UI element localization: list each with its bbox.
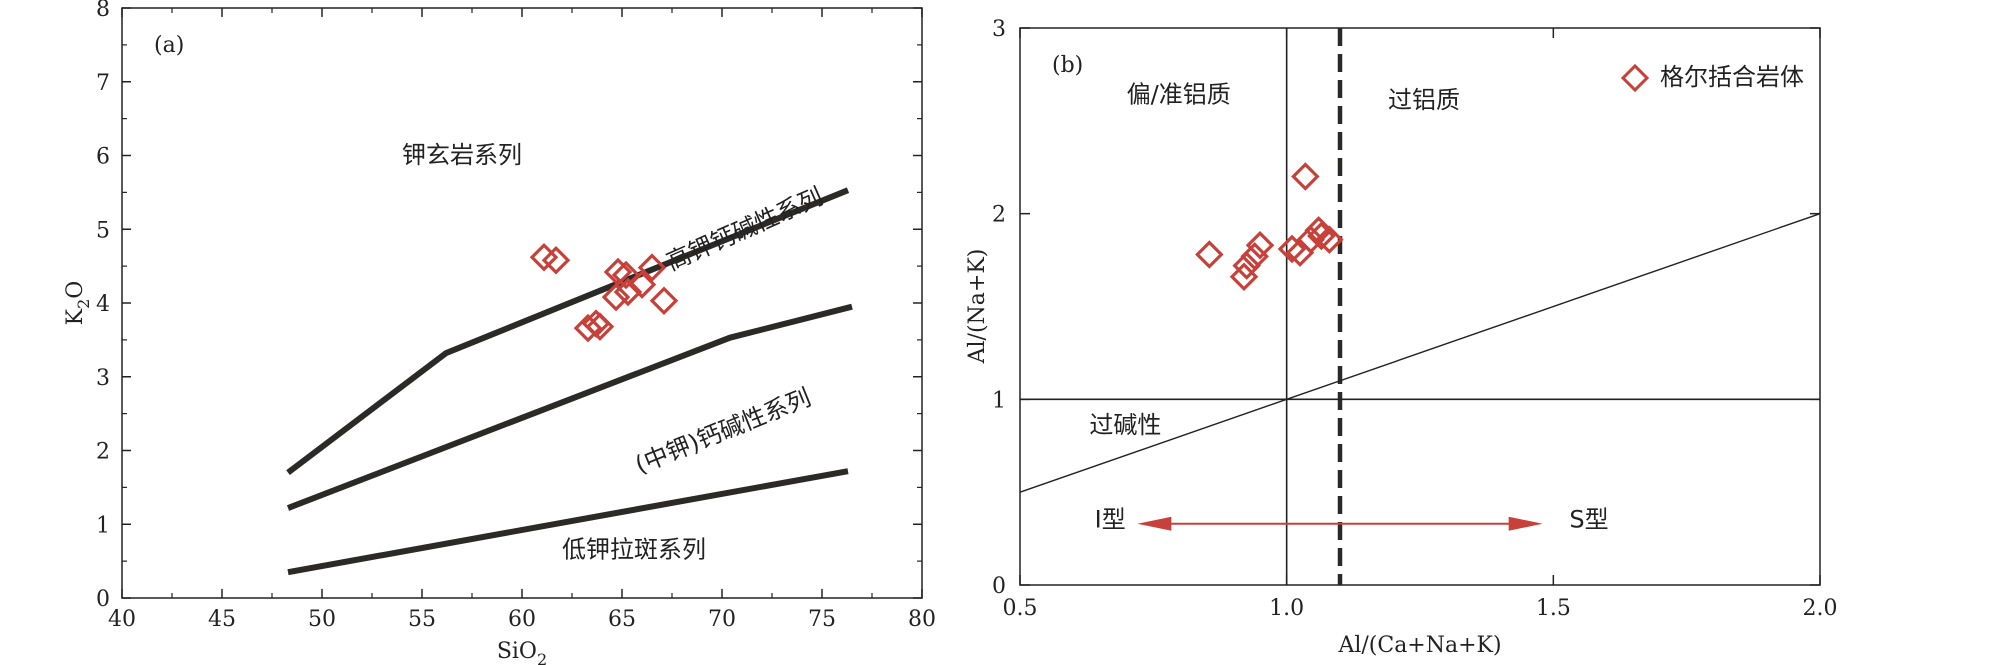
data-point-diamond	[1195, 240, 1224, 269]
data-point-diamond	[1296, 225, 1325, 254]
legend-label: 格尔括合岩体	[1660, 63, 1804, 91]
y-title-tail: O	[63, 281, 88, 299]
data-point-diamond	[529, 243, 559, 272]
panel-b-frame	[1019, 27, 1821, 586]
data-point-diamond	[637, 253, 667, 282]
y-tick-label: 1	[96, 513, 110, 538]
y-title-subscript: 2	[74, 299, 93, 309]
panel-a-boundary-lines	[286, 187, 853, 576]
data-point-diamond	[1232, 251, 1261, 280]
y-tick-label: 3	[992, 17, 1006, 42]
panel-a-data-points	[529, 243, 679, 343]
diagonal-line	[1019, 213, 1821, 493]
data-point-diamond	[627, 270, 657, 299]
data-point-diamond	[1315, 225, 1344, 254]
x-tick-label: 50	[308, 607, 336, 632]
y-tick-label: 8	[96, 0, 110, 22]
legend: 格尔括合岩体	[1620, 63, 1804, 93]
arrow-head-right	[1508, 516, 1543, 531]
data-point-diamond	[649, 286, 679, 316]
data-point-diamond	[1307, 221, 1336, 251]
x-tick-label: 45	[208, 607, 236, 632]
arrow-head-left	[1137, 516, 1172, 531]
panel-b-y-axis-title: Al/(Na+K)	[965, 249, 990, 365]
y-tick-label: 7	[96, 71, 110, 96]
y-tick-label: 0	[992, 574, 1006, 599]
x-title-subscript: 2	[537, 650, 547, 665]
data-point-diamond	[601, 282, 631, 312]
x-tick-label: 55	[408, 607, 436, 632]
data-point-diamond	[611, 260, 641, 290]
x-tick-label: 40	[108, 607, 136, 632]
legend-marker-diamond	[1620, 63, 1650, 93]
x-tick-label: 60	[508, 607, 536, 632]
panel-b-x-axis-title: Al/(Ca+Na+K)	[1337, 633, 1501, 658]
boundary-line-middle	[286, 303, 853, 511]
x-tick-label: 1.5	[1536, 596, 1571, 621]
x-tick-label: 70	[708, 607, 736, 632]
y-tick-label: 4	[96, 292, 110, 317]
y-tick-label: 2	[992, 203, 1006, 228]
y-tick-label: 1	[992, 388, 1006, 413]
panel-a-y-axis-title: K2O	[63, 281, 93, 326]
boundary-line-lower	[287, 468, 849, 576]
field-label: 钾玄岩系列	[402, 141, 522, 169]
y-tick-label: 6	[96, 145, 110, 170]
x-tick-label: 1.0	[1269, 596, 1304, 621]
panel-b-i-s-arrow	[1137, 516, 1543, 531]
field-label: 高钾钙碱性系列	[662, 182, 827, 276]
x-tick-label: 80	[908, 607, 936, 632]
data-point-diamond	[585, 312, 615, 341]
y-tick-label: 2	[96, 440, 110, 465]
y-title-main: K	[63, 308, 88, 325]
data-point-diamond	[603, 257, 633, 287]
data-point-diamond	[1291, 162, 1320, 191]
data-point-diamond	[573, 313, 603, 343]
boundary-line-upper	[286, 187, 850, 476]
data-point-diamond	[541, 245, 571, 275]
panel-a-frame	[121, 7, 923, 599]
field-label: 偏/准铝质	[1127, 80, 1231, 108]
y-tick-label: 0	[96, 587, 110, 612]
field-label: 过碱性	[1089, 411, 1161, 439]
x-tick-label: 65	[608, 607, 636, 632]
field-label: 低钾拉斑系列	[562, 535, 706, 563]
field-label: 过铝质	[1388, 86, 1460, 114]
field-label: S型	[1569, 505, 1608, 533]
panel-b-label: (b)	[1052, 53, 1083, 78]
panel-a-label: (a)	[154, 33, 184, 58]
data-point-diamond	[1245, 230, 1275, 260]
panel-b-data-points	[1195, 162, 1344, 292]
y-tick-label: 3	[96, 366, 110, 391]
panel-b-reference-lines	[1019, 28, 1821, 585]
data-point-diamond	[1277, 234, 1307, 264]
data-point-diamond	[613, 277, 643, 307]
field-label: I型	[1095, 505, 1126, 533]
x-tick-label: 0.5	[1003, 596, 1038, 621]
panel-a-x-axis-title: SiO2	[497, 639, 547, 665]
field-label: (中钾)钙碱性系列	[631, 383, 815, 479]
y-tick-label: 5	[96, 218, 110, 243]
x-tick-label: 75	[808, 607, 836, 632]
x-title-main: SiO	[497, 639, 537, 664]
x-tick-label: 2.0	[1803, 596, 1838, 621]
